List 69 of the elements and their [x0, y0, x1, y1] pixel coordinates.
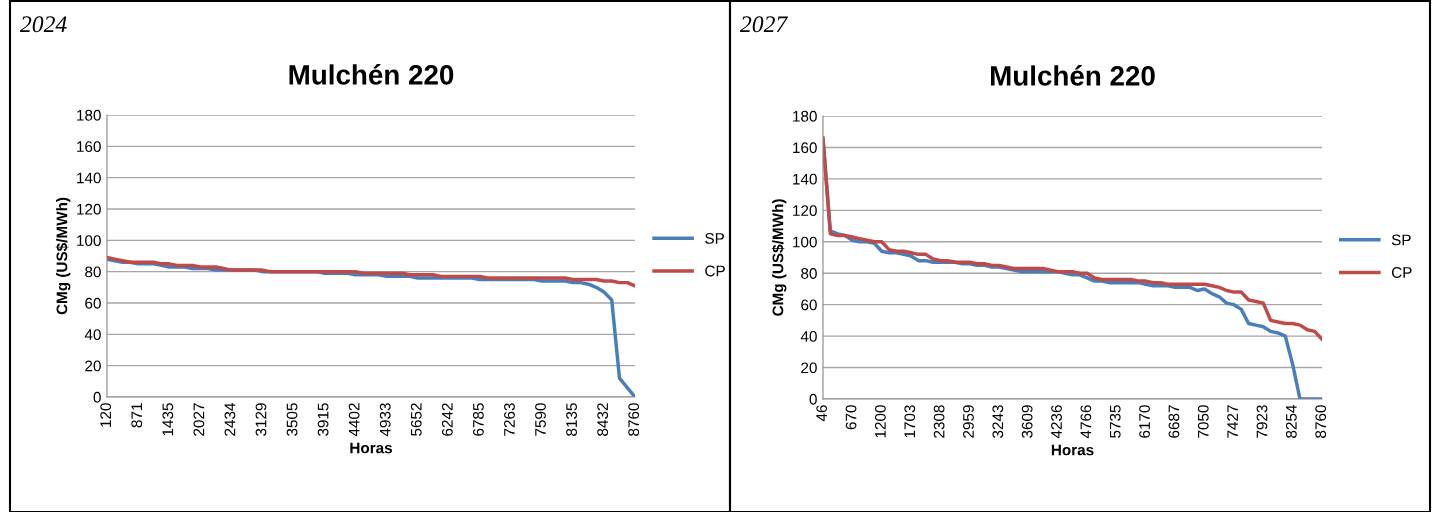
x-tick-label: 8432: [597, 403, 609, 436]
y-tick-label: 0: [93, 391, 101, 403]
y-tick-label: 60: [801, 299, 817, 311]
y-axis-title: CMg (US$/MWh): [55, 197, 71, 315]
y-tick-label: 40: [84, 329, 101, 341]
x-tick-label: 8254: [1285, 405, 1297, 438]
legend-label: CP: [705, 265, 725, 277]
x-tick-label: 4933: [379, 403, 391, 437]
x-tick-label: 8135: [566, 403, 577, 436]
x-tick-label: 871: [131, 403, 143, 428]
y-tick-label: 120: [793, 205, 817, 217]
legend-label: SP: [705, 233, 725, 244]
x-tick-label: 3243: [992, 405, 1004, 438]
x-tick-label: 3609: [1021, 405, 1033, 438]
x-tick-label: 3505: [286, 403, 298, 436]
x-tick-label: 7427: [1227, 405, 1238, 438]
x-tick-label: 2308: [933, 405, 945, 438]
x-tick-label: 46: [816, 405, 828, 422]
x-tick-label: 6170: [1139, 405, 1150, 438]
x-tick-label: 6242: [441, 403, 453, 436]
y-tick-label: 80: [801, 268, 817, 279]
x-tick-label: 4402: [348, 403, 360, 437]
line-series: [823, 136, 1322, 341]
y-tick-label: 20: [85, 360, 101, 372]
line-series: [107, 255, 635, 288]
x-tick-label: 8760: [1315, 405, 1327, 438]
x-tick-label: 4236: [1051, 405, 1062, 439]
x-tick-label: 1703: [904, 405, 916, 438]
chart-title: Mulchén 220: [289, 64, 454, 85]
y-tick-label: 120: [77, 203, 101, 215]
x-tick-label: 670: [845, 405, 857, 430]
y-tick-label: 100: [793, 236, 817, 248]
x-tick-label: 2027: [193, 403, 205, 436]
chart-title: Mulchén 220: [991, 65, 1155, 86]
text: 2027: [740, 16, 789, 33]
y-tick-label: 0: [809, 393, 817, 405]
y-tick-label: 140: [77, 172, 101, 184]
y-tick-label: 160: [77, 141, 101, 153]
x-tick-label: 8760: [628, 403, 640, 436]
x-tick-label: 1200: [874, 405, 886, 438]
x-tick-label: 5735: [1109, 405, 1121, 438]
y-tick-label: 140: [793, 173, 817, 185]
legend-label: CP: [1391, 267, 1412, 278]
x-tick-label: 6785: [472, 403, 484, 436]
x-tick-label: 6687: [1168, 405, 1180, 438]
x-tick-label: 3915: [317, 403, 329, 436]
y-tick-label: 100: [77, 235, 101, 247]
x-tick-label: 7050: [1197, 405, 1209, 438]
x-tick-label: 7923: [1256, 405, 1268, 438]
x-tick-label: 2434: [224, 403, 236, 436]
x-axis-title: Horas: [350, 442, 393, 454]
x-tick-label: 4766: [1080, 405, 1092, 439]
text: 2024: [20, 16, 67, 33]
y-tick-label: 80: [85, 266, 101, 278]
legend-label: SP: [1391, 234, 1411, 246]
x-tick-label: 2959: [963, 405, 974, 438]
x-tick-label: 3129: [255, 403, 267, 436]
y-tick-label: 180: [793, 110, 817, 122]
x-tick-label: 7263: [504, 403, 515, 436]
x-tick-label: 1435: [162, 403, 174, 436]
y-tick-label: 20: [801, 362, 817, 374]
y-tick-label: 160: [793, 142, 817, 154]
y-tick-label: 40: [800, 330, 817, 342]
x-tick-label: 5652: [410, 403, 422, 436]
x-tick-label: 7590: [535, 403, 546, 436]
x-axis-title: Horas: [1051, 444, 1094, 456]
y-axis-title: CMg (US$/MWh): [771, 199, 787, 316]
y-tick-label: 60: [85, 297, 101, 309]
y-tick-label: 180: [77, 109, 101, 121]
